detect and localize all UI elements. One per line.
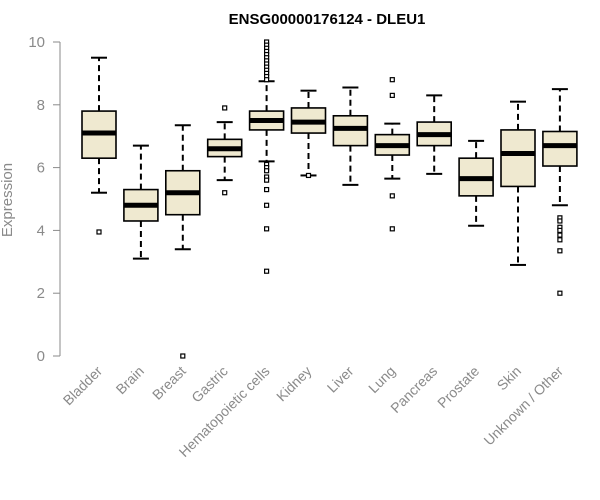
box-1 [123, 144, 159, 260]
x-tick-label: Skin [494, 363, 525, 394]
x-tick-label: Unknown / Other [480, 363, 566, 449]
outlier-point [389, 92, 395, 98]
x-tick-label: Pancreas [387, 363, 440, 416]
y-tick-label: 8 [37, 97, 45, 114]
outlier-point [389, 226, 395, 232]
y-tick-label: 6 [37, 160, 45, 177]
boxes-group [81, 39, 578, 359]
outlier-point [264, 268, 270, 274]
y-tick-label: 4 [37, 222, 45, 239]
outlier-point [389, 193, 395, 199]
chart-title: ENSG00000176124 - DLEU1 [229, 11, 426, 28]
outlier-point [264, 186, 270, 193]
box-4 [248, 39, 285, 274]
x-tick-label: Liver [324, 363, 357, 396]
box-10 [500, 100, 536, 266]
x-tick-label: Prostate [434, 363, 482, 411]
box-7 [374, 77, 411, 232]
outlier-point [264, 226, 270, 232]
outlier-point [557, 227, 563, 233]
outlier-point [389, 77, 395, 83]
box-2 [165, 124, 201, 359]
outlier-point [557, 248, 563, 254]
box-11 [542, 88, 578, 296]
y-tick-label: 0 [37, 348, 45, 365]
box-3 [206, 105, 243, 196]
box-5 [290, 89, 327, 179]
outlier-point [264, 177, 270, 183]
outlier-point [557, 237, 563, 243]
box-8 [416, 94, 453, 175]
y-axis: 0 2 4 6 8 10 [28, 34, 61, 365]
x-tick-label: Brain [113, 363, 147, 397]
y-tick-label: 10 [28, 34, 45, 51]
y-tick-label: 2 [37, 285, 45, 302]
outlier-point [557, 218, 563, 224]
x-tick-label: Breast [149, 363, 189, 403]
outlier-point [264, 77, 270, 83]
outlier-point [264, 202, 270, 208]
x-tick-label: Lung [365, 363, 398, 396]
outlier-point [264, 168, 270, 174]
box-rect [542, 130, 578, 167]
outlier-point [180, 353, 186, 359]
x-tick-label: Kidney [273, 363, 315, 405]
outlier-point [222, 190, 228, 196]
outlier-point [557, 232, 563, 238]
y-axis-label: Expression [0, 163, 16, 237]
box-6 [332, 86, 369, 186]
outlier-point [557, 290, 563, 296]
box-0 [81, 56, 117, 235]
outlier-point [305, 172, 312, 179]
box-9 [458, 139, 494, 227]
outlier-point [222, 105, 228, 111]
x-tick-label: Bladder [60, 363, 106, 409]
box-rect [500, 129, 536, 188]
outlier-point [96, 229, 102, 235]
